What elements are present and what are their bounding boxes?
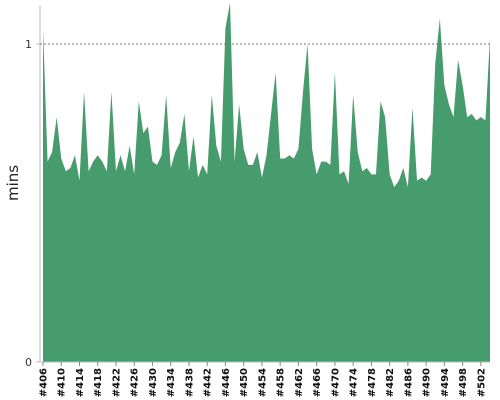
y-axis: 01	[25, 5, 41, 369]
x-tick-label: #502	[476, 368, 487, 397]
y-tick-label: 0	[25, 356, 32, 369]
y-tick-label: 1	[25, 38, 32, 51]
x-tick-label: #406	[39, 368, 50, 397]
series-area-path	[43, 2, 490, 362]
x-tick-label: #474	[349, 368, 360, 397]
x-tick-label: #418	[93, 368, 104, 397]
x-axis: #406 #410 #414 #418 #422 #426 #430 #434 #438 #442…	[39, 361, 490, 397]
x-tick-label: #422	[112, 368, 123, 397]
x-tick-label: #478	[367, 368, 378, 397]
x-tick-label: #494	[440, 368, 451, 397]
x-tick-label: #498	[458, 368, 469, 397]
x-tick-label: #438	[185, 368, 196, 397]
series-area	[43, 2, 490, 362]
x-tick-label: #426	[130, 368, 141, 397]
x-tick-label: #450	[239, 368, 250, 397]
x-tick-label: #482	[385, 368, 396, 397]
x-tick-label: #454	[257, 368, 268, 397]
x-tick-label: #466	[312, 368, 323, 397]
x-tick-label: #442	[203, 368, 214, 397]
x-tick-label: #486	[403, 368, 414, 397]
x-tick-label: #458	[276, 368, 287, 397]
y-axis-label: mins	[4, 165, 22, 201]
x-tick-label: #462	[294, 368, 305, 397]
x-tick-label: #470	[330, 368, 341, 397]
x-tick-label: #414	[75, 368, 86, 397]
x-tick-label: #410	[57, 368, 68, 397]
x-tick-label: #434	[166, 368, 177, 397]
x-tick-label: #446	[221, 368, 232, 397]
x-tick-label: #490	[422, 368, 433, 397]
x-tick-label: #430	[148, 368, 159, 397]
